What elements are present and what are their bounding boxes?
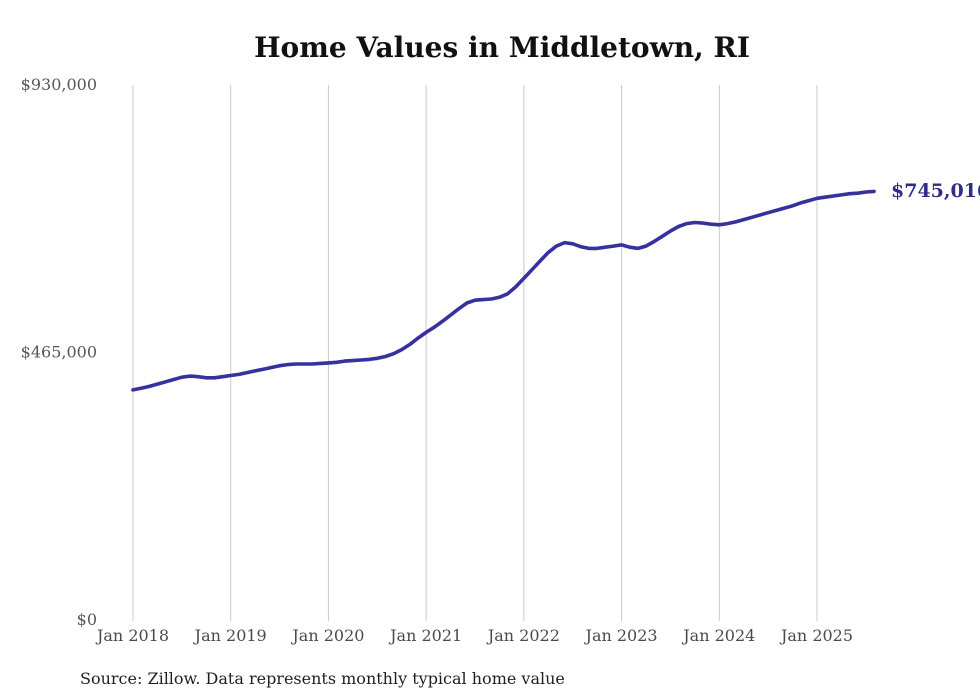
source-note: Source: Zillow. Data represents monthly … [80,669,565,688]
y-axis-tick-label: $930,000 [21,75,97,94]
x-axis-labels: Jan 2018 Jan 2019 Jan 2020 Jan 2021 Jan 2022… [95,626,853,645]
chart-title: Home Values in Middletown, RI [254,31,750,64]
home-value-line [131,189,876,392]
y-axis-tick-label: $465,000 [21,343,97,362]
x-axis-tick-label: Jan 2023 [584,626,658,645]
x-axis-tick-label: Jan 2022 [486,626,560,645]
y-axis-tick-label: $0 [77,610,97,629]
x-axis-tick-label: Jan 2020 [290,626,364,645]
x-axis-tick-label: Jan 2018 [95,626,169,645]
x-axis-tick-label: Jan 2021 [388,626,462,645]
gridlines [132,85,818,621]
y-axis-labels: $930,000 $465,000 $0 [21,75,97,629]
x-axis-tick-label: Jan 2019 [193,626,267,645]
x-axis-tick-label: Jan 2024 [681,626,755,645]
latest-value-label: $745,016 [891,180,980,202]
x-axis-tick-label: Jan 2025 [779,626,853,645]
